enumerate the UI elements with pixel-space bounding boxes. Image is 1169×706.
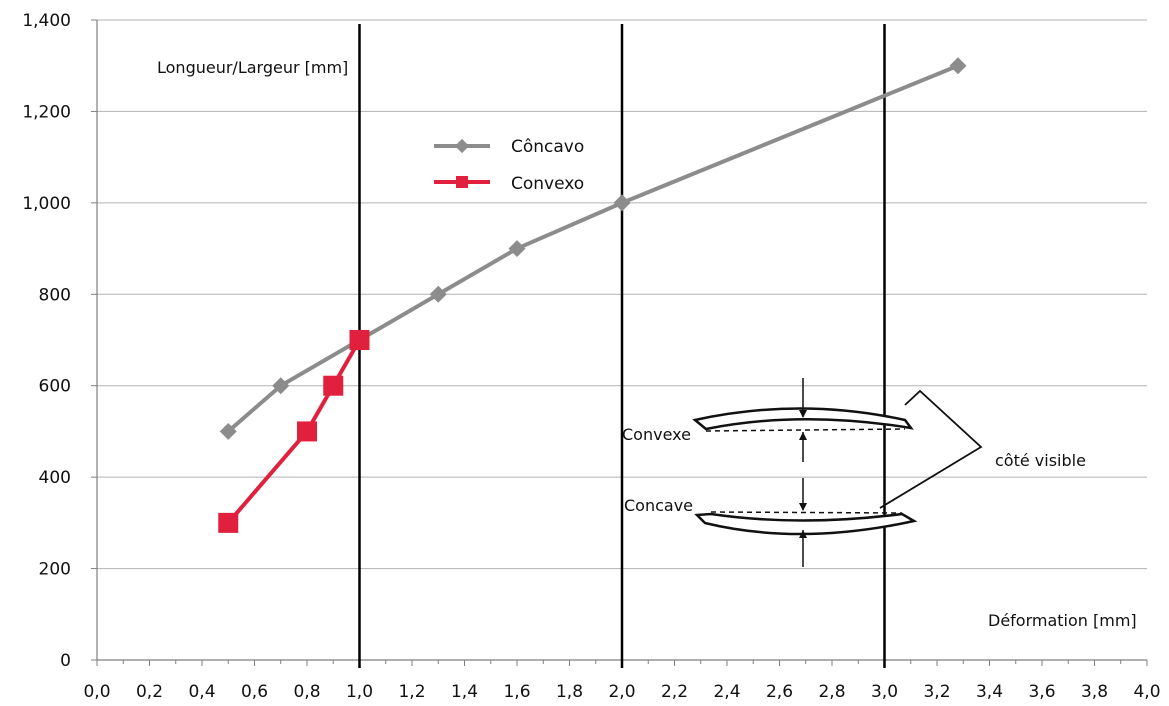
data-point [219,422,237,440]
y-axis-title: Longueur/Largeur [mm] [157,58,348,77]
legend-marker-concavo [454,138,470,154]
concave-shape [694,512,918,536]
x-tick-label: 1,6 [503,682,530,702]
legend-label-convexo: Convexo [511,174,584,194]
y-tick-label: 600 [39,377,71,397]
series-convexo [218,330,370,533]
y-tick-label: 800 [39,285,71,305]
x-tick-label: 1,2 [398,682,425,702]
axis-layer: 0 200 400 600 800 1,000 1,200 1,400 0,0 0,2 0,4 0,6… [22,11,1160,702]
x-tick-label: 2,4 [713,682,740,702]
data-point [349,330,370,350]
visible-side-label: côté visible [995,451,1086,470]
convex-arrowhead-top [799,410,807,418]
y-tick-label: 0 [60,651,71,671]
data-point [508,240,526,258]
x-axis-title: Déformation [mm] [988,611,1137,630]
x-tick-label: 1,8 [556,682,583,702]
x-tick-label: 2,8 [818,682,845,702]
x-tick-label: 3,0 [871,682,898,702]
x-tick-label: 3,8 [1081,682,1108,702]
x-tick-label: 0,8 [293,682,320,702]
x-tick-label: 4,0 [1133,682,1160,702]
x-tick-label: 0,0 [83,682,110,702]
x-tick-label: 2,2 [661,682,688,702]
convex-dashed-line [705,428,906,432]
series-layer [218,57,967,533]
y-tick-label: 200 [39,560,71,580]
x-tick-label: 0,6 [241,682,268,702]
reference-lines [358,24,886,668]
y-tick-label: 1,200 [22,102,71,122]
data-point [272,377,290,395]
x-tick-label: 1,4 [451,682,478,702]
x-tick-label: 0,2 [136,682,163,702]
data-point [297,421,317,442]
x-tick-label: 0,4 [188,682,215,702]
concave-arrowhead-bottom [799,530,807,538]
x-tick-label: 2,0 [608,682,635,702]
convex-shape [692,407,914,431]
data-point [218,512,239,533]
y-tick-label: 1,400 [22,11,71,31]
convexe-label: Convexe [622,425,691,444]
convex-arrowhead-bottom [799,432,807,440]
legend: Côncavo Convexo [434,137,584,194]
x-tick-label: 1,0 [346,682,373,702]
series-concavo [219,57,967,440]
x-tick-label: 3,2 [923,682,950,702]
legend-marker-convexo [456,176,468,188]
x-tick-label: 3,6 [1028,682,1055,702]
y-tick-label: 400 [39,468,71,488]
deformation-diagram: Convexe Concave côté visible [622,378,1086,567]
series-line [226,339,362,525]
legend-label-concavo: Côncavo [511,137,584,157]
data-point [949,57,967,75]
concave-dashed-line [710,511,903,514]
data-point [613,194,631,212]
x-tick-label: 3,4 [976,682,1003,702]
x-tick-label: 2,6 [766,682,793,702]
y-tick-label: 1,000 [22,194,71,214]
data-point [429,285,447,303]
data-point [323,375,344,396]
concave-label: Concave [624,496,693,515]
concave-arrowhead-top [799,503,807,511]
visible-side-pointer [879,389,983,509]
